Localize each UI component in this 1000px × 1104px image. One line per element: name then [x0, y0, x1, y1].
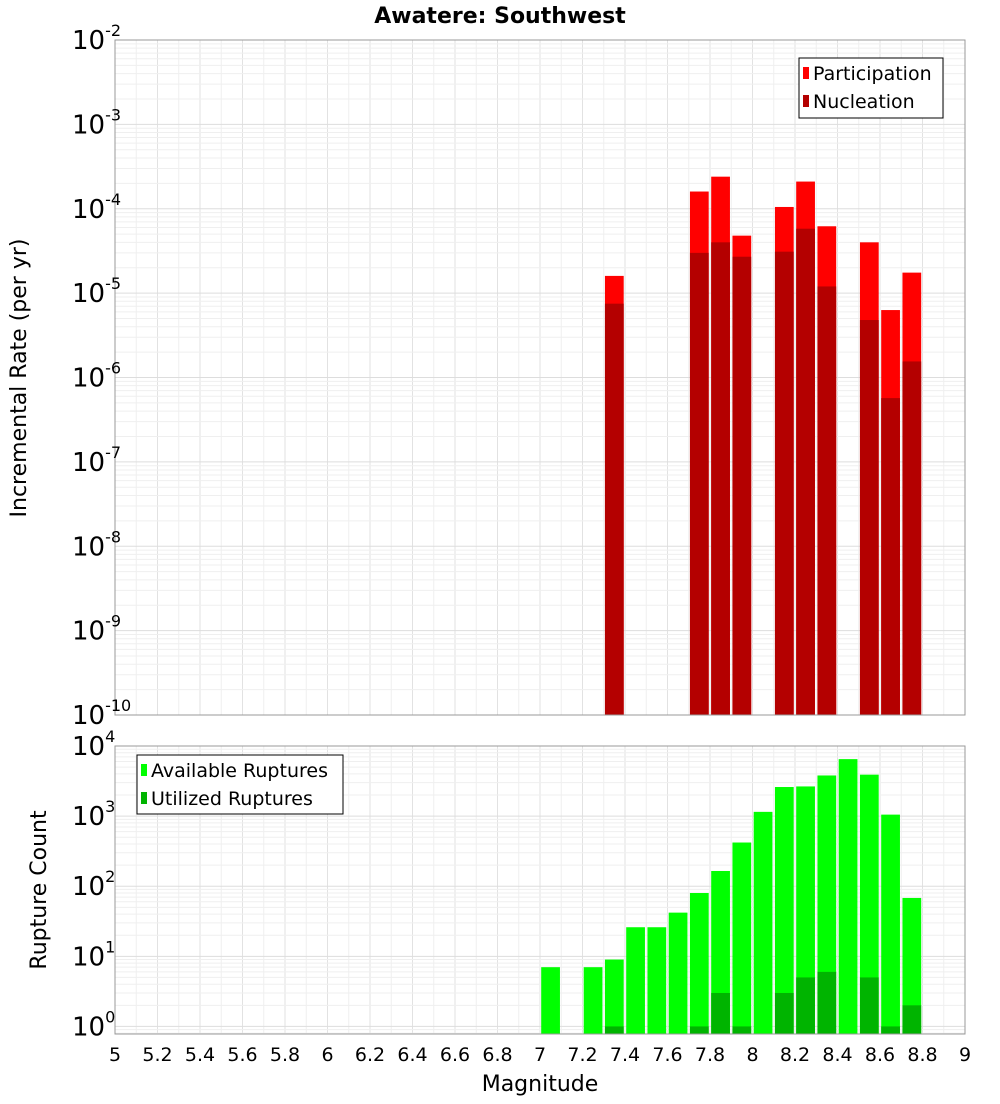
rate-y-tick-label: 10-9 — [72, 612, 121, 647]
rate-y-tick-label: 10-10 — [72, 696, 131, 731]
x-tick-label: 7.2 — [567, 1044, 597, 1066]
rate-y-tick-label: 10-5 — [72, 274, 121, 309]
x-tick-label: 5.4 — [185, 1044, 215, 1066]
count-bar-utilized-ruptures — [689, 1026, 709, 1034]
count-bar-utilized-ruptures — [817, 971, 837, 1034]
rate-bar-nucleation — [774, 251, 794, 715]
count-y-tick-label: 100 — [72, 1007, 115, 1042]
x-tick-label: 8.2 — [780, 1044, 810, 1066]
chart-title: Awatere: Southwest — [374, 4, 626, 29]
count-bar-available-ruptures — [838, 759, 858, 1034]
rate-plot-border — [114, 39, 966, 716]
count-plot-border — [114, 745, 966, 1035]
count-bar-utilized-ruptures — [881, 1026, 900, 1034]
x-tick-label: 8.4 — [822, 1044, 852, 1066]
x-tick-label: 8.6 — [865, 1044, 895, 1066]
count-y-tick-label: 104 — [72, 727, 115, 762]
rate-y-tick-label: 10-7 — [72, 443, 121, 478]
count-bar-available-ruptures — [583, 967, 603, 1034]
count-bar-utilized-ruptures — [796, 977, 815, 1034]
count-y-tick-label: 101 — [72, 937, 115, 972]
count-bar-available-ruptures — [859, 774, 879, 1034]
count-bar-available-ruptures — [732, 842, 752, 1034]
count-bar-available-ruptures — [647, 927, 667, 1034]
x-tick-label: 5.2 — [142, 1044, 172, 1066]
count-bar-utilized-ruptures — [774, 992, 794, 1034]
panel-rate: 10-10 10-9 10-8 10-7 10-6 10-5 10-4 10-3 10-2 Par… — [72, 21, 966, 731]
rate-y-axis-label: Incremental Rate (per yr) — [7, 239, 32, 518]
x-tick-label: 8 — [746, 1044, 758, 1066]
rate-y-tick-label: 10-8 — [72, 527, 121, 562]
x-tick-label: 5.8 — [270, 1044, 300, 1066]
count-bar-available-ruptures — [796, 786, 815, 1034]
panel-count: 100 101 102 103 104 Available Ruptures Utilize… — [72, 727, 966, 1042]
x-tick-label: 5.6 — [227, 1044, 257, 1066]
count-bar-utilized-ruptures — [859, 977, 879, 1034]
count-legend-label: Utilized Ruptures — [151, 788, 313, 810]
count-bar-available-ruptures — [881, 814, 900, 1034]
count-bar-available-ruptures — [668, 912, 688, 1034]
x-axis-label: Magnitude — [482, 1072, 599, 1097]
rate-bar-nucleation — [604, 303, 624, 715]
rate-legend-label: Participation — [813, 63, 932, 85]
rate-bar-nucleation — [796, 228, 815, 716]
rate-bar-nucleation — [732, 256, 752, 715]
x-tick-label: 6.6 — [440, 1044, 470, 1066]
count-y-tick-label: 102 — [72, 867, 115, 902]
count-bar-available-ruptures — [541, 967, 560, 1034]
x-tick-label: 6.8 — [482, 1044, 512, 1066]
count-bar-available-ruptures — [817, 775, 837, 1034]
rate-y-tick-label: 10-6 — [72, 359, 121, 394]
rate-bar-nucleation — [881, 398, 900, 715]
rate-bar-nucleation — [902, 361, 922, 715]
x-tick-label: 8.8 — [907, 1044, 937, 1066]
rate-bar-nucleation — [859, 320, 879, 715]
rate-legend-swatch — [803, 67, 809, 79]
count-legend-swatch — [141, 792, 147, 804]
rate-y-tick-label: 10-3 — [72, 105, 121, 140]
rate-bar-nucleation — [689, 252, 709, 715]
count-bar-utilized-ruptures — [902, 1005, 922, 1034]
x-tick-label: 7 — [534, 1044, 546, 1066]
rate-y-tick-label: 10-2 — [72, 21, 121, 56]
count-bar-utilized-ruptures — [732, 1026, 752, 1034]
count-y-axis-label: Rupture Count — [27, 810, 52, 970]
x-tick-label: 9 — [959, 1044, 971, 1066]
x-tick-label: 5 — [109, 1044, 121, 1066]
count-bar-utilized-ruptures — [604, 1026, 624, 1034]
count-bar-available-ruptures — [774, 787, 794, 1034]
x-tick-label: 7.8 — [695, 1044, 725, 1066]
rate-legend-swatch — [803, 95, 809, 107]
count-bar-available-ruptures — [604, 959, 624, 1034]
x-tick-label: 7.4 — [610, 1044, 640, 1066]
x-tick-label: 7.6 — [652, 1044, 682, 1066]
rate-bar-nucleation — [817, 286, 837, 715]
rate-legend: Participation Nucleation — [798, 57, 944, 119]
count-bar-available-ruptures — [902, 897, 922, 1034]
count-legend-box — [136, 754, 344, 815]
count-y-tick-label: 103 — [72, 797, 115, 832]
rate-y-tick-label: 10-4 — [72, 190, 121, 225]
count-legend: Available Ruptures Utilized Ruptures — [136, 754, 344, 815]
x-tick-label: 6.4 — [397, 1044, 427, 1066]
count-bar-utilized-ruptures — [711, 992, 730, 1034]
rate-legend-box — [798, 57, 944, 119]
count-bar-available-ruptures — [689, 893, 709, 1034]
x-tick-label: 6.2 — [355, 1044, 385, 1066]
rate-legend-label: Nucleation — [813, 91, 915, 113]
rate-bar-nucleation — [711, 242, 730, 716]
count-legend-swatch — [141, 764, 147, 776]
count-bar-available-ruptures — [753, 811, 773, 1034]
x-tick-label: 6 — [321, 1044, 333, 1066]
count-legend-label: Available Ruptures — [151, 760, 328, 782]
count-bar-available-ruptures — [626, 927, 645, 1034]
